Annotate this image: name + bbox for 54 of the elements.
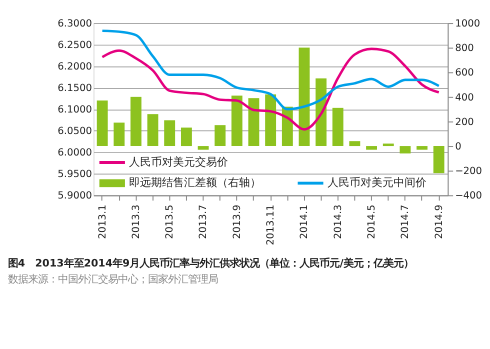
y-tick-label: 6.1000 <box>58 104 92 116</box>
x-tick-label: 2013.9 <box>232 204 243 239</box>
y-tick-label: 5.9000 <box>58 190 92 202</box>
x-tick-label: 2013.11 <box>266 204 277 246</box>
x-tick-label: 2014.5 <box>366 204 378 239</box>
bar <box>433 146 444 174</box>
y-tick-label: 6.0500 <box>58 126 92 138</box>
text: 图4 2013年至2014年9月人民币汇率与外汇供求状况（单位：人民币元/美元；亿美元） <box>8 257 414 270</box>
y-tick-label: 6.1500 <box>58 83 92 94</box>
bar <box>114 122 125 146</box>
x-tick-label: 2013.5 <box>164 204 176 239</box>
y-tick-label: 6.0000 <box>58 148 92 159</box>
source-note: 数据来源：中国外汇交易中心；国家外汇管理局 <box>8 274 218 286</box>
bar <box>382 144 394 146</box>
bar <box>96 100 108 146</box>
legend-label: 人民币对美元交易价 <box>128 155 228 168</box>
bar <box>400 146 411 154</box>
x-tick-label: 2014.3 <box>332 204 344 239</box>
x-tick-label: 2013.7 <box>198 204 210 239</box>
bar <box>298 48 310 146</box>
bar <box>147 114 158 146</box>
line-series <box>101 30 440 110</box>
legend-label: 人民币对美元中间价 <box>327 176 426 190</box>
bar <box>231 96 242 146</box>
bar <box>180 128 192 146</box>
bar <box>416 146 428 150</box>
y2-tick-label: −400 <box>455 190 482 202</box>
bar <box>265 94 276 146</box>
y2-tick-label: −200 <box>455 166 482 178</box>
y2-tick-label: 800 <box>455 43 474 54</box>
y2-tick-label: 0 <box>455 141 462 152</box>
y2-tick-label: 1000 <box>455 18 480 30</box>
bar <box>366 146 378 150</box>
bar <box>164 120 176 146</box>
y2-tick-label: 200 <box>455 116 474 128</box>
bar <box>214 125 226 146</box>
bar <box>332 108 344 146</box>
y-tick-label: 6.2000 <box>58 62 92 73</box>
y2-tick-label: 600 <box>455 68 474 79</box>
y-tick-label: 5.9500 <box>58 169 92 180</box>
x-tick-label: 2014.9 <box>434 204 445 239</box>
line-series <box>101 48 440 131</box>
bar <box>248 98 260 146</box>
y-tick-label: 6.2500 <box>58 40 92 52</box>
x-tick-label: 2014.7 <box>400 204 412 239</box>
x-tick-label: 2013.3 <box>130 204 142 239</box>
bar <box>130 96 142 146</box>
x-tick-label: 2013.1 <box>97 204 108 239</box>
x-tick-label: 2014.1 <box>299 204 310 239</box>
bar <box>198 146 209 150</box>
bar <box>349 141 360 146</box>
y-tick-label: 6.3000 <box>58 18 92 30</box>
legend-label: 即远期结售汇差额（右轴） <box>128 176 261 190</box>
y2-tick-label: 400 <box>455 92 474 104</box>
